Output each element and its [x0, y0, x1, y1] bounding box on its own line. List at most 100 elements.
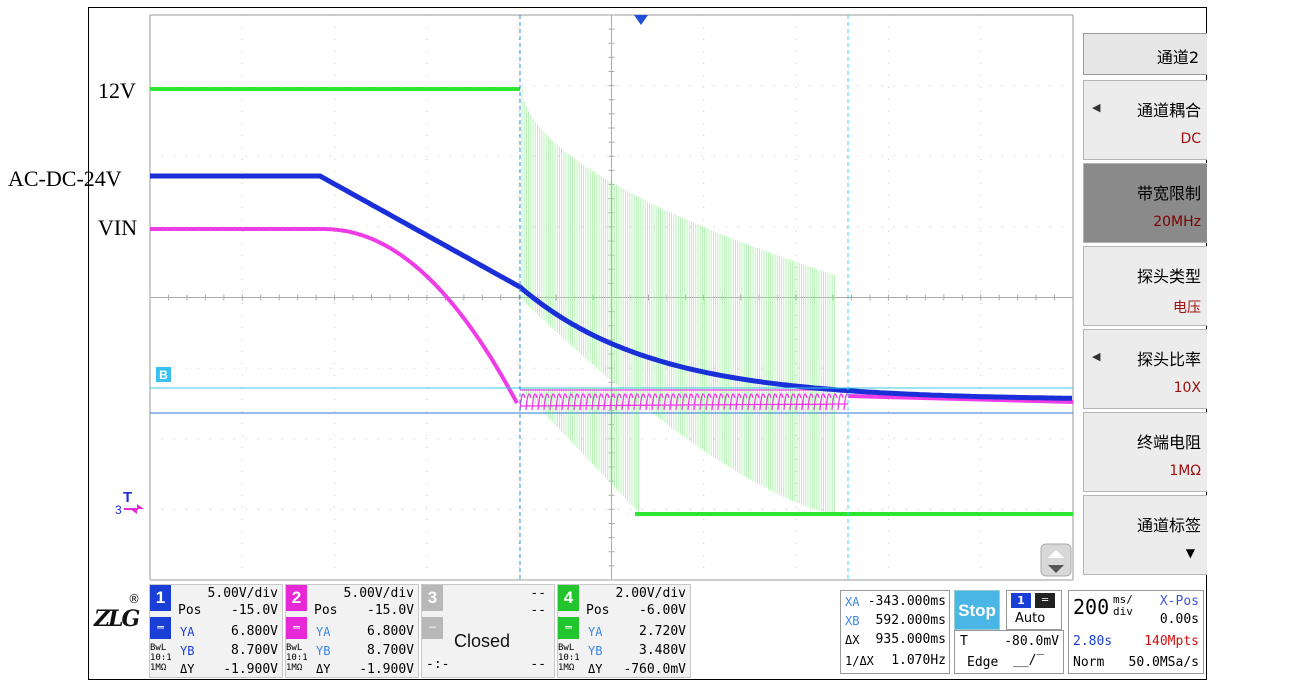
channel-4-yb: 3.480V — [639, 643, 686, 658]
cursor-b-tag[interactable] — [156, 367, 171, 382]
cursor-xb-value: 592.000ms — [875, 613, 946, 628]
channel-4-bw-info: BwL 10:1 1MΩ — [558, 643, 580, 673]
sample-rate: 50.0MSa/s — [1128, 655, 1199, 670]
menu-item-probe-type[interactable]: 探头类型 电压 — [1083, 246, 1207, 326]
channel-3-dash: -:- — [426, 657, 450, 672]
menu-title[interactable]: 通道2 — [1083, 33, 1207, 75]
channel-4-badge[interactable]: 4 — [558, 585, 579, 611]
rising-edge-icon: __/‾ — [1013, 653, 1045, 668]
menu-item-probe-ratio[interactable]: ◀ 探头比率 10X — [1083, 329, 1207, 409]
menu-item-label: 通道标签 — [1136, 516, 1201, 535]
channel-3-status: Closed — [454, 631, 511, 651]
trigger-position-marker[interactable] — [634, 15, 648, 25]
ch4-oscillation-trace — [521, 89, 835, 514]
channel-2-yb: 8.700V — [367, 643, 414, 658]
channel-4-pos: -6.00V — [639, 603, 686, 618]
trigger-level-label: T — [960, 634, 968, 649]
waveforms — [150, 87, 1074, 516]
menu-item-label: 探头比率 — [1136, 350, 1201, 369]
cursor-inv-dx-value: 1.070Hz — [891, 653, 946, 668]
trigger-mode: Auto — [1015, 611, 1046, 626]
dx-label: ΔX — [845, 633, 860, 647]
cursor-readout[interactable]: XA -343.000ms XB 592.000ms ΔX 935.000ms … — [840, 590, 950, 674]
acquisition-mode: Norm — [1073, 655, 1105, 670]
dc-coupling-icon: ═ — [286, 617, 307, 639]
xb-label: XB — [845, 614, 860, 628]
label-ac-dc-24v: AC-DC-24V — [8, 166, 122, 191]
timebase-unit-bottom: div — [1113, 605, 1133, 618]
timebase-unit-top: ms/ — [1113, 593, 1133, 606]
channel-2-badge[interactable]: 2 — [286, 585, 307, 611]
dy-label: ΔY — [588, 662, 603, 676]
channel-4-scale: 2.00V/div — [615, 586, 686, 601]
channel-4-panel[interactable]: 4 ═ BwL 10:1 1MΩ 2.00V/div Pos -6.00V YA 2… — [557, 584, 691, 678]
memory-depth: 140Mpts — [1144, 634, 1199, 649]
ya-label: YA — [316, 625, 331, 639]
timebase-panel[interactable]: 200 ms/ div X-Pos 0.00s 2.80s 140Mpts No… — [1068, 590, 1204, 674]
menu-item-channel-label[interactable]: 通道标签 ▼ — [1083, 495, 1207, 575]
channel-4-dy: -760.0mV — [623, 662, 686, 677]
cursor-xa-value: -343.000ms — [867, 594, 946, 609]
xpos-label: X-Pos — [1159, 594, 1199, 609]
channel-1-panel[interactable]: 1 ═ BwL 10:1 1MΩ 5.00V/div Pos -15.0V YA 6… — [149, 584, 283, 678]
brand-logo: ZLG — [94, 606, 140, 632]
channel-marker-3: 3 — [115, 503, 122, 517]
label-12v: 12V — [98, 78, 136, 103]
yb-label: YB — [316, 644, 331, 658]
ya-label: YA — [180, 625, 195, 639]
menu-item-value: DC — [1180, 131, 1201, 147]
ch4-trace — [150, 87, 1073, 516]
menu-item-bandwidth-limit[interactable]: 带宽限制 20MHz — [1083, 163, 1207, 243]
channel-1-yb: 8.700V — [231, 643, 278, 658]
label-vin: VIN — [98, 215, 138, 240]
ch1-trace — [150, 173, 1073, 401]
record-time: 2.80s — [1073, 634, 1113, 649]
menu-item-value: 20MHz — [1153, 214, 1201, 230]
left-arrow-icon: ◀ — [1092, 350, 1101, 363]
timebase-value: 200 — [1073, 595, 1110, 619]
xa-label: XA — [845, 595, 860, 609]
cursor-b-label: B — [159, 368, 168, 382]
dy-label: ΔY — [180, 662, 195, 676]
channel-3-dash: -- — [530, 657, 546, 672]
pos-label: Pos — [178, 603, 202, 618]
coupling-icon: ─ — [422, 617, 443, 639]
dc-coupling-icon: ═ — [150, 617, 171, 639]
yb-label: YB — [180, 644, 195, 658]
yb-label: YB — [588, 644, 603, 658]
menu-scroll-button[interactable] — [1040, 543, 1072, 577]
ch2-trace — [150, 227, 1074, 405]
trigger-panel[interactable]: T -80.0mV Edge __/‾ — [954, 630, 1064, 674]
cursor-dx-value: 935.000ms — [875, 632, 946, 647]
channel-1-badge[interactable]: 1 — [150, 585, 171, 611]
channel-2-scale: 5.00V/div — [343, 586, 414, 601]
menu-item-coupling[interactable]: ◀ 通道耦合 DC — [1083, 80, 1207, 160]
dc-coupling-icon: ═ — [558, 617, 579, 639]
channel-3-dash: -- — [530, 603, 546, 618]
menu-item-value: 1MΩ — [1169, 463, 1201, 479]
menu-item-label: 通道耦合 — [1136, 101, 1201, 120]
channel-1-dy: -1.900V — [223, 662, 278, 677]
channel-2-ya: 6.800V — [367, 624, 414, 639]
run-stop-button[interactable]: Stop — [954, 590, 1000, 630]
menu-item-label: 探头类型 — [1136, 267, 1201, 286]
menu-item-value: 电压 — [1173, 300, 1201, 316]
trigger-level-value: -80.0mV — [1004, 634, 1059, 649]
channel-2-dy: -1.900V — [359, 662, 414, 677]
channel-3-badge[interactable]: 3 — [422, 585, 443, 611]
menu-item-label: 终端电阻 — [1136, 433, 1201, 452]
channel-3-dash: -- — [530, 586, 546, 601]
trigger-level-marker[interactable]: T — [123, 489, 132, 506]
menu-item-termination[interactable]: 终端电阻 1MΩ — [1083, 412, 1207, 492]
ch2-oscillation-trace — [519, 389, 850, 411]
chevron-down-icon: ▼ — [1185, 546, 1195, 560]
pos-label: Pos — [586, 603, 610, 618]
channel-4-ya: 2.720V — [639, 624, 686, 639]
trigger-source-panel[interactable]: 1 ═ Auto — [1006, 590, 1062, 630]
channel-2-panel[interactable]: 2 ═ BwL 10:1 1MΩ 5.00V/div Pos -15.0V YA 6… — [285, 584, 419, 678]
graticule — [149, 14, 1074, 581]
channel-1-scale: 5.00V/div — [207, 586, 278, 601]
left-arrow-icon: ◀ — [1092, 101, 1101, 114]
channel-3-panel[interactable]: 3 ─ -- -- Closed -:- -- — [421, 584, 555, 678]
